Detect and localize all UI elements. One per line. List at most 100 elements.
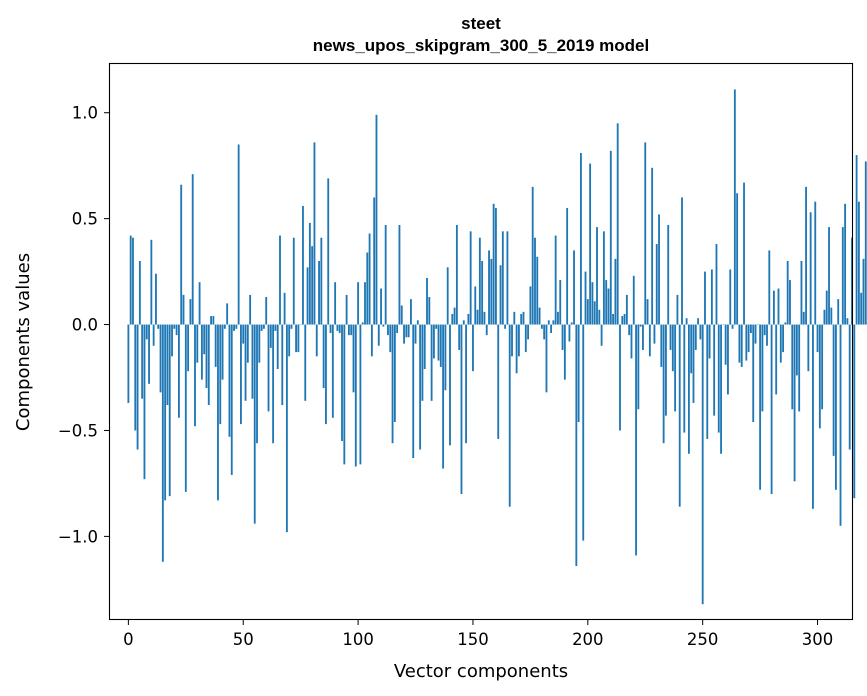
bar xyxy=(676,294,679,325)
bar xyxy=(630,324,633,359)
bar xyxy=(432,324,435,359)
bar xyxy=(701,324,704,605)
bar xyxy=(540,324,543,329)
bar xyxy=(763,324,766,336)
bar xyxy=(740,324,743,367)
bar xyxy=(403,324,405,344)
bar xyxy=(517,324,520,357)
bar xyxy=(423,324,426,370)
bar xyxy=(593,301,596,325)
bar xyxy=(625,294,628,325)
bar xyxy=(313,142,316,325)
bar xyxy=(775,324,778,395)
x-tick-label: 150 xyxy=(457,630,489,649)
bar xyxy=(864,161,867,325)
bar xyxy=(729,269,732,325)
bar xyxy=(710,269,713,325)
bar xyxy=(754,324,757,344)
bar xyxy=(690,324,693,374)
bar xyxy=(598,309,601,325)
bar xyxy=(217,324,219,501)
bar xyxy=(384,224,387,325)
bar xyxy=(244,324,247,401)
bar xyxy=(200,324,203,380)
bar xyxy=(766,324,768,346)
bar xyxy=(554,235,557,325)
plot-frame xyxy=(108,62,854,621)
bar xyxy=(400,305,403,325)
bar xyxy=(706,324,709,439)
bar xyxy=(393,324,396,422)
bar xyxy=(736,193,739,325)
bar xyxy=(249,294,252,325)
bar xyxy=(288,324,291,357)
bar xyxy=(290,324,293,329)
bar xyxy=(226,303,229,325)
bar xyxy=(419,324,422,450)
bar xyxy=(352,324,355,393)
bar xyxy=(575,324,578,567)
bar xyxy=(522,311,525,325)
bar xyxy=(258,324,261,363)
bar xyxy=(832,324,835,456)
bar xyxy=(242,324,245,344)
bar xyxy=(584,271,587,325)
bar xyxy=(809,212,812,325)
bar xyxy=(791,324,794,410)
bar xyxy=(527,324,530,340)
bar xyxy=(189,299,192,325)
bar xyxy=(127,324,130,403)
bar xyxy=(577,324,580,422)
bar xyxy=(545,324,548,393)
bar xyxy=(531,186,534,325)
bar xyxy=(373,197,376,325)
bar xyxy=(582,324,585,541)
bar xyxy=(426,277,428,325)
bar xyxy=(481,261,484,325)
bar xyxy=(501,231,504,325)
bar xyxy=(449,324,451,446)
bar xyxy=(798,324,801,412)
bar xyxy=(524,324,527,353)
bar xyxy=(619,324,621,431)
bar xyxy=(658,214,660,325)
bar xyxy=(175,324,178,336)
bar xyxy=(651,167,654,325)
bar xyxy=(637,324,640,410)
bar xyxy=(178,324,180,418)
bar xyxy=(499,265,502,325)
bar xyxy=(639,324,642,327)
bar xyxy=(262,324,265,329)
bar xyxy=(315,324,318,357)
bar xyxy=(779,324,782,363)
bar xyxy=(632,275,635,325)
bar xyxy=(164,324,167,501)
bar xyxy=(612,313,615,325)
bar xyxy=(274,324,277,331)
bar xyxy=(474,286,477,325)
bar xyxy=(329,324,332,334)
bar xyxy=(855,155,858,325)
bar xyxy=(134,324,137,431)
y-axis-ticks: −1.0 −0.5 0.0 0.5 1.0 xyxy=(58,104,110,546)
bar xyxy=(279,235,281,325)
bar xyxy=(789,280,791,325)
bar xyxy=(327,178,330,325)
bar xyxy=(451,313,454,325)
bar xyxy=(212,316,215,325)
bar xyxy=(168,324,171,497)
bar xyxy=(283,292,286,325)
chart-subtitle: news_upos_skipgram_300_5_2019 model xyxy=(313,36,649,55)
bar xyxy=(387,324,389,336)
bar xyxy=(591,282,594,325)
bar xyxy=(465,324,467,444)
bar xyxy=(782,324,784,353)
bar xyxy=(511,324,513,357)
bar xyxy=(455,224,458,325)
bar xyxy=(848,324,851,450)
bar xyxy=(853,324,856,499)
bar xyxy=(609,150,612,325)
bar xyxy=(295,324,297,353)
x-axis-ticks: 0 50 100 150 200 250 300 xyxy=(123,619,833,649)
